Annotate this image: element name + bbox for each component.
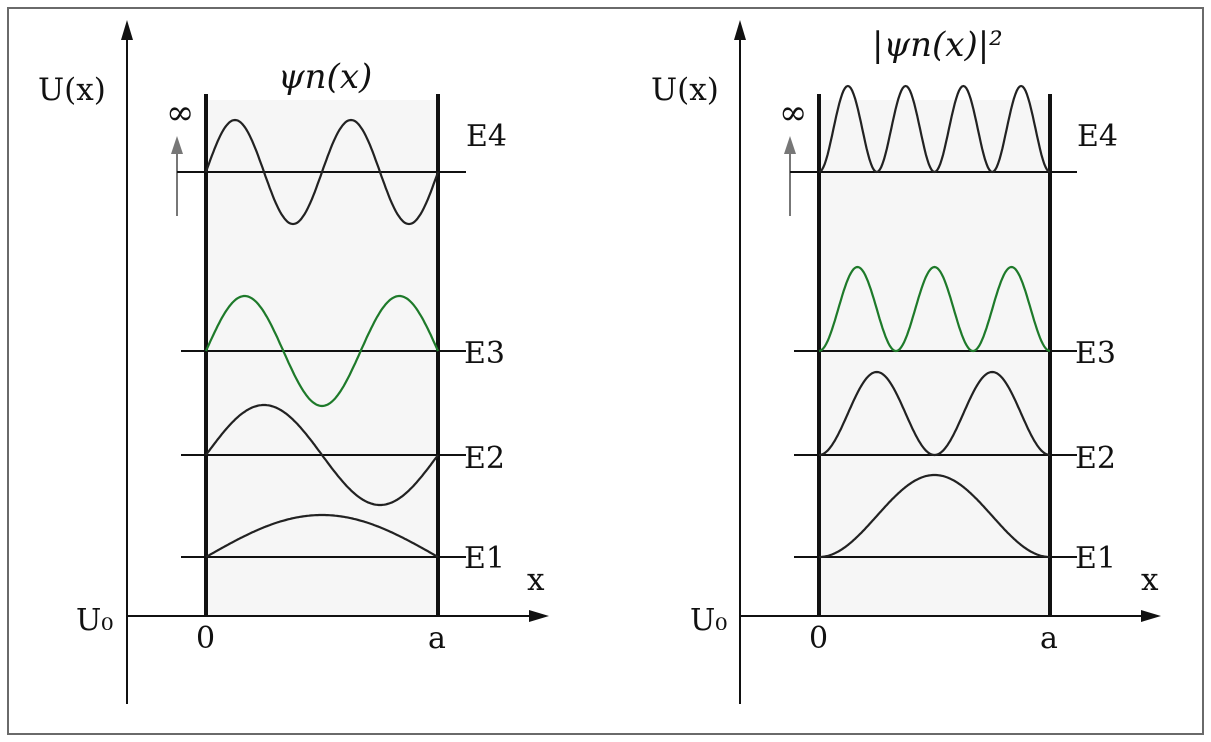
right-wall-label: a [1040, 621, 1058, 656]
left-wall-label: 0 [196, 621, 215, 656]
y-axis-arrowhead [121, 20, 133, 40]
energy-label-e1: E1 [464, 541, 505, 576]
energy-label-e2: E2 [1075, 441, 1116, 476]
y-axis-arrowhead [734, 20, 746, 40]
panel-title: ψn(x) [278, 57, 372, 97]
probability-curve-e1 [819, 473, 1050, 559]
wavefunction-curve-e3 [204, 294, 440, 408]
probability-curve-e2 [818, 370, 1051, 457]
well-interior [206, 100, 438, 616]
y-axis-label: U(x) [651, 72, 719, 108]
wavefunction-curve-e1 [205, 513, 439, 558]
wavefunction-curve-e4 [204, 118, 440, 226]
left-wall-label: 0 [809, 621, 828, 656]
baseline-label: U₀ [76, 603, 113, 638]
infinity-arrowhead [171, 136, 183, 154]
x-axis-arrowhead [1141, 610, 1161, 622]
x-axis-label: x [527, 562, 545, 598]
x-axis-label: x [1141, 562, 1159, 598]
panel-title: |ψn(x)|² [872, 25, 1003, 65]
x-axis-arrowhead [529, 610, 549, 622]
infinity-arrowhead [784, 136, 796, 154]
infinity-label: ∞ [166, 93, 194, 133]
energy-label-e4: E4 [466, 119, 507, 154]
probability-curve-e4 [818, 84, 1051, 174]
panel-probability-density: U(x) |ψn(x)|² ∞ E4 E3 E2 E1 x U₀ 0 a [651, 20, 1161, 704]
energy-label-e1: E1 [1075, 541, 1116, 576]
baseline-label: U₀ [690, 603, 727, 638]
y-axis-label: U(x) [38, 72, 106, 108]
wavefunction-curve-e2 [205, 403, 439, 507]
energy-label-e4: E4 [1077, 119, 1118, 154]
energy-label-e3: E3 [464, 336, 505, 371]
panel-wavefunction: U(x) ψn(x) ∞ E4 E3 E2 E1 x U₀ 0 a [38, 20, 549, 704]
infinity-label: ∞ [779, 93, 807, 133]
well-interior [819, 100, 1050, 616]
probability-curve-e3 [818, 265, 1051, 353]
energy-label-e3: E3 [1075, 336, 1116, 371]
right-wall-label: a [428, 621, 446, 656]
energy-label-e2: E2 [464, 441, 505, 476]
